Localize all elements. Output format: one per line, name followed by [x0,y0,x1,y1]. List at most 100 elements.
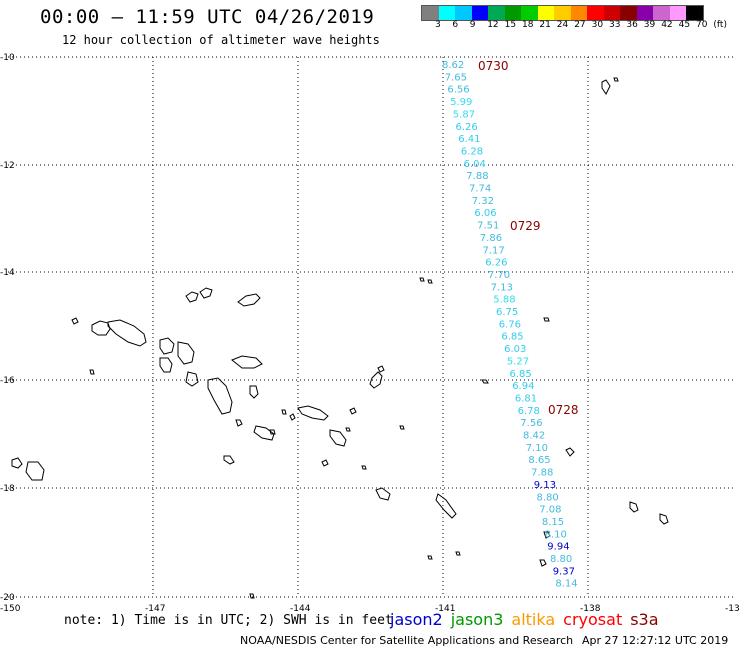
island-outline [231,355,263,369]
island-outline [455,551,461,556]
wave-height-reading: 6.94 [512,381,534,392]
colorbar-label: 24 [556,20,569,30]
wave-height-reading: 9.13 [534,480,556,491]
colorbar-label: 45 [678,20,691,30]
wave-height-reading: 7.51 [477,221,499,232]
island-outline [377,365,385,373]
colorbar-label: 18 [522,20,534,30]
colorbar-label: 21 [539,20,551,30]
island-outline [539,559,547,567]
colorbar-label: 15 [504,20,517,30]
colorbar-label: 30 [591,20,604,30]
lat-tick-label: -20 [0,593,15,603]
colorbar-swatch [537,6,554,20]
island-outline [71,317,79,325]
wave-height-reading: 9.37 [553,566,575,577]
island-outline [207,377,233,415]
wave-height-reading: 6.78 [518,406,540,417]
colorbar-swatch [620,6,637,20]
chart-title: 00:00 — 11:59 UTC 04/26/2019 [40,6,375,28]
wave-height-reading: 7.17 [483,245,505,256]
track-time-label: 0728 [548,403,579,417]
colorbar-labels: 3 6 9 12 15 18 21 24 27 30 33 36 39 42 45 70 (ft) [424,20,740,34]
lat-tick-label: -14 [0,268,15,278]
island-outline [159,357,173,373]
wave-height-reading: 8.15 [542,517,564,528]
wave-height-reading: 6.76 [499,319,521,330]
island-outline [249,593,255,599]
chart-subtitle: 12 hour collection of altimeter wave hei… [62,33,380,47]
island-outline [361,465,367,470]
island-outline [177,341,195,365]
island-outline [329,429,347,447]
legend-item-jason3: jason3 [450,610,504,629]
wave-height-reading: 6.28 [461,146,483,157]
track-time-label: 0729 [510,219,541,233]
wave-height-reading: 6.85 [510,369,532,380]
colorbar-swatch [686,6,703,20]
colorbar-label: 9 [469,20,476,30]
lon-tick-label: -144 [290,604,311,614]
island-outline [185,371,199,387]
colorbar-swatch [504,6,521,20]
wave-height-reading: 7.32 [472,196,494,207]
island-outline [253,425,275,441]
wave-height-reading: 6.06 [474,208,496,219]
island-outline [427,555,433,560]
wave-height-reading: 8.62 [442,60,464,71]
lat-tick-label: -10 [0,53,15,63]
colorbar-swatch [669,6,686,20]
island-outline [281,409,287,415]
island-outline [91,320,111,336]
colorbar-label: 12 [487,20,499,30]
wave-height-reading: 6.75 [496,307,518,318]
colorbar-label: 6 [452,20,459,30]
legend-item-jason2: jason2 [390,610,443,629]
legend-item-altika: altika [511,610,556,629]
island-outline [345,427,351,432]
wave-height-reading: 7.74 [469,184,491,195]
island-outline [297,405,329,421]
island-outline [369,371,383,389]
wave-height-reading: 6.81 [515,393,537,404]
wave-height-reading: 7.10 [526,443,548,454]
lon-tick-label: -138 [580,604,601,614]
island-outline [419,277,425,282]
island-outline [435,493,457,519]
island-outline [601,79,611,95]
island-outline [349,407,357,415]
wave-height-reading: 7.70 [488,270,510,281]
wave-height-reading: 7.88 [466,171,488,182]
colorbar-swatch [471,6,488,20]
graticule [8,56,733,598]
wave-height-reading: 6.56 [447,85,469,96]
island-outline [89,369,95,375]
colorbar-swatch [554,6,571,20]
colorbar-swatch [587,6,604,20]
island-outline [269,429,276,435]
wave-height-reading: 6.03 [504,344,526,355]
legend-item-cryosat: cryosat [563,610,623,629]
wave-height-reading: 5.27 [507,356,529,367]
colorbar-label: 33 [609,20,621,30]
satellite-legend: jason2 jason3 altika cryosat s3a [390,610,667,629]
wave-height-reading: 7.08 [539,505,561,516]
wave-height-reading: 6.04 [464,159,486,170]
island-outline [25,461,45,481]
lon-tick-label: -150 [0,604,21,614]
island-outline [249,385,259,399]
lon-tick-label: -147 [145,604,165,614]
colorbar-label: 27 [574,20,586,30]
legend-item-s3a: s3a [630,610,659,629]
wave-height-reading: 6.41 [458,134,480,145]
wave-height-reading: 8.80 [550,554,572,565]
footnote: note: 1) Time is in UTC; 2) SWH is in fe… [64,613,393,628]
island-outline [321,459,329,467]
colorbar-label: 3 [435,20,441,30]
coastline [11,77,669,599]
lon-tick-label: -141 [435,604,455,614]
island-outline [235,419,243,427]
wave-height-reading: 8.65 [528,455,550,466]
lon-tick-label: -135 [725,604,740,614]
